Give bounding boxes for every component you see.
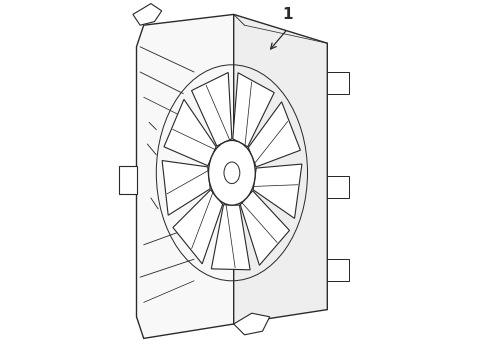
Polygon shape: [253, 164, 301, 219]
Polygon shape: [233, 14, 326, 324]
Polygon shape: [326, 72, 348, 94]
Polygon shape: [232, 73, 274, 147]
Polygon shape: [118, 166, 136, 194]
Polygon shape: [326, 259, 348, 281]
Polygon shape: [248, 102, 300, 167]
Polygon shape: [233, 313, 269, 335]
Ellipse shape: [208, 140, 255, 205]
Polygon shape: [173, 190, 222, 264]
Polygon shape: [163, 99, 216, 166]
Text: 1: 1: [282, 7, 292, 22]
Polygon shape: [191, 72, 231, 146]
Polygon shape: [136, 14, 233, 338]
Polygon shape: [326, 176, 348, 198]
Polygon shape: [211, 205, 249, 270]
Polygon shape: [133, 4, 162, 25]
Polygon shape: [240, 191, 289, 265]
Ellipse shape: [224, 162, 239, 184]
Polygon shape: [162, 161, 210, 215]
